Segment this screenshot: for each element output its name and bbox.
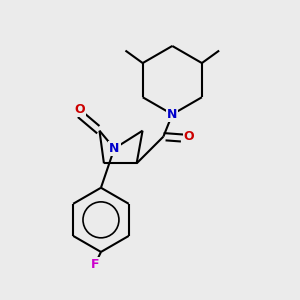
Text: O: O xyxy=(184,130,194,143)
Text: O: O xyxy=(75,103,86,116)
Text: F: F xyxy=(92,258,100,271)
Text: N: N xyxy=(167,108,178,121)
Text: N: N xyxy=(109,142,119,155)
